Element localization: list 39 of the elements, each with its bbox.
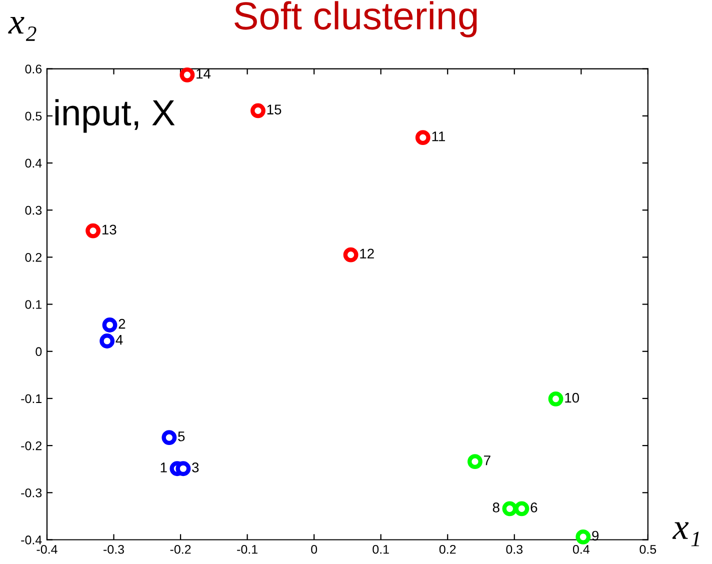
annotation: 15 — [267, 104, 282, 114]
y-tick-label: -0.1 — [21, 394, 42, 404]
x-axis-title: x₁ — [672, 522, 700, 546]
y-tick-label: -0.4 — [21, 536, 42, 544]
y-tick-label: 0.5 — [25, 112, 42, 121]
annotation: 13 — [102, 224, 116, 235]
annotation: 2 — [118, 318, 126, 329]
x-tick-label: 0.3 — [506, 544, 523, 554]
x-tick-label: -0.3 — [104, 544, 124, 554]
y-tick-label: 0.6 — [25, 64, 42, 74]
x-tick-label: -0.2 — [170, 544, 191, 554]
y-tick-label: 0.4 — [25, 158, 42, 168]
y-tick-label: 0.1 — [25, 300, 42, 309]
chart-title: Soft clustering — [234, 1, 477, 38]
x-tick-label: 0 — [311, 544, 318, 554]
y-tick-label: 0.2 — [25, 252, 42, 262]
annotation: 11 — [432, 132, 445, 142]
annotation: input, X — [55, 99, 175, 133]
annotation: 7 — [484, 456, 490, 466]
y-tick-label: -0.3 — [21, 488, 42, 498]
y-tick-label: 0 — [36, 347, 42, 356]
annotation: 10 — [565, 392, 580, 403]
annotation: 3 — [192, 462, 199, 472]
x-tick-label: 0.2 — [439, 544, 456, 554]
x-tick-label: 0.4 — [572, 544, 590, 554]
annotation: 14 — [196, 68, 211, 79]
y-tick-label: 0.3 — [25, 206, 42, 215]
x-tick-label: 0.5 — [640, 544, 656, 554]
annotation: 1 — [160, 462, 167, 472]
x-tick-label: 0.1 — [372, 544, 389, 554]
x-tick-label: -0.1 — [237, 544, 258, 554]
annotation: 6 — [530, 502, 538, 512]
annotation: 5 — [178, 432, 185, 442]
annotation: 12 — [360, 248, 374, 258]
annotation: 4 — [116, 335, 123, 345]
annotation: 8 — [492, 502, 500, 512]
y-tick-label: -0.2 — [21, 441, 42, 450]
y-axis-title: x₂ — [8, 16, 36, 41]
x-tick-label: -0.4 — [36, 544, 58, 554]
